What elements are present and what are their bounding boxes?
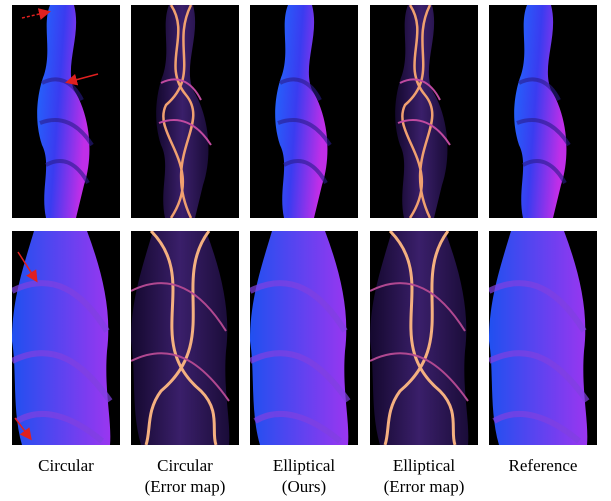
caption: Elliptical [393, 456, 456, 475]
caption: (Error map) [384, 477, 465, 496]
caption: Reference [509, 456, 578, 475]
image-panel [250, 231, 358, 445]
image-panel [131, 231, 239, 445]
figure: Circular Circular (Error map) Elliptical (Ou… [0, 0, 611, 501]
image-panel [250, 5, 358, 218]
image-panel [489, 231, 597, 445]
image-panel [131, 5, 239, 218]
image-panel [370, 231, 478, 445]
caption: Circular [38, 456, 94, 475]
image-panel [12, 231, 120, 445]
captions: Circular Circular (Error map) Elliptical (Ou… [38, 456, 577, 496]
image-panel [370, 5, 478, 218]
caption: Circular [157, 456, 213, 475]
image-panel [489, 5, 597, 218]
image-panel [12, 5, 120, 218]
panel-grid [12, 5, 597, 445]
caption: (Error map) [145, 477, 226, 496]
caption: (Ours) [282, 477, 326, 496]
caption: Elliptical [273, 456, 336, 475]
